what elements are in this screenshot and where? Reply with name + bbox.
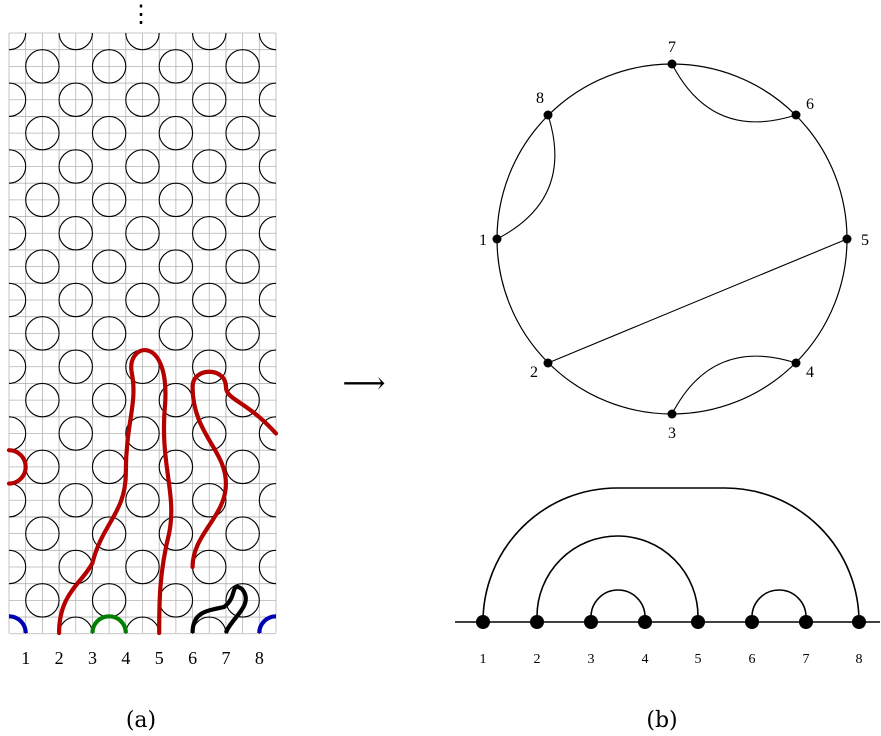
truchet-tiles — [8, 32, 277, 634]
arc-point-label: 4 — [642, 652, 649, 667]
red-strand — [6, 448, 28, 486]
tile-grid — [8, 32, 277, 635]
chord-point — [667, 59, 677, 69]
chord — [671, 63, 797, 123]
chord-point-label: 6 — [806, 96, 814, 113]
point-label: 1 — [21, 648, 30, 668]
arc-point-label: 2 — [534, 652, 541, 667]
caption-b: (b) — [646, 708, 677, 733]
chord-point — [492, 234, 502, 244]
arc-point-label: 6 — [749, 652, 756, 667]
blue-strand-left — [8, 614, 28, 634]
arc-point — [691, 615, 705, 629]
chord-point-label: 7 — [668, 39, 676, 56]
arc-point-label: 8 — [856, 652, 863, 667]
point-label: 3 — [88, 648, 97, 668]
chord-point — [543, 110, 553, 120]
chord-point — [842, 234, 852, 244]
chord — [547, 238, 848, 364]
arc-point-label: 1 — [480, 652, 487, 667]
chord-point — [543, 358, 553, 368]
mapping-arrow: ⟶ — [342, 367, 385, 400]
arc-point — [584, 615, 598, 629]
arc — [751, 589, 807, 622]
chord-point — [791, 358, 801, 368]
arc — [590, 589, 646, 622]
continuation-dots: ⋮ — [129, 2, 153, 28]
chord-point — [667, 409, 677, 419]
arc-point — [852, 615, 866, 629]
red-strand — [56, 348, 174, 636]
green-strand — [90, 614, 128, 634]
arc — [536, 535, 699, 622]
arc-point-label: 5 — [695, 652, 702, 667]
chord — [671, 355, 797, 415]
chord-point — [791, 110, 801, 120]
point-label: 4 — [121, 648, 130, 668]
arc-point-label: 3 — [588, 652, 595, 667]
chord-diagram-points: 1 2 3 4 5 6 7 8 — [479, 39, 869, 442]
chord-point-label: 8 — [536, 90, 544, 107]
chord-point-label: 5 — [861, 232, 869, 249]
point-label: 2 — [55, 648, 64, 668]
highlighted-loops — [6, 348, 279, 636]
arc-point — [799, 615, 813, 629]
chord-point-label: 3 — [668, 425, 676, 442]
arc-point-label: 7 — [803, 652, 810, 667]
arc — [482, 487, 860, 623]
chord-diagram-chords — [496, 63, 848, 415]
tile-arcs — [8, 32, 277, 634]
point-label: 6 — [188, 648, 197, 668]
blue-strand-right — [257, 614, 277, 634]
chord — [496, 114, 556, 240]
caption-a: (a) — [126, 708, 156, 733]
arc-point — [476, 615, 490, 629]
chord-point-label: 2 — [530, 364, 538, 381]
arc-diagram-points: 1 2 3 4 5 6 7 8 — [476, 615, 866, 667]
panel-a: ⋮ 1 2 3 4 5 6 7 8 (a) — [6, 2, 279, 733]
arc-point — [638, 615, 652, 629]
arc-diagram-arcs — [482, 487, 860, 623]
bottom-point-labels: 1 2 3 4 5 6 7 8 — [21, 648, 264, 668]
point-label: 5 — [155, 648, 164, 668]
panel-b: 1 2 3 4 5 6 7 8 1 2 3 4 5 6 7 8 (b) — [455, 39, 880, 733]
arc-point — [745, 615, 759, 629]
point-label: 8 — [255, 648, 264, 668]
black-strand — [190, 584, 248, 634]
red-strand — [190, 369, 279, 570]
point-label: 7 — [221, 648, 230, 668]
arc-point — [530, 615, 544, 629]
chord-point-label: 1 — [479, 232, 487, 249]
chord-point-label: 4 — [806, 364, 814, 381]
